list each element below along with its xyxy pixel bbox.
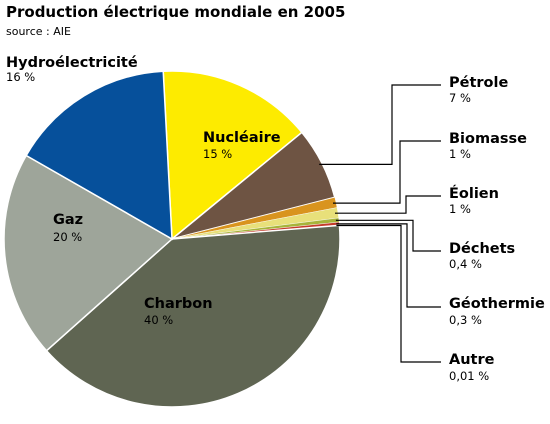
label-geothermie-name: Géothermie (449, 296, 545, 312)
slice-hydro (25, 70, 173, 241)
label-charbon-name: Charbon (144, 296, 213, 312)
leader-lines (319, 84, 441, 363)
label-dechets-value: 0,4 % (449, 257, 482, 271)
label-biomasse-value: 1 % (449, 147, 471, 161)
label-dechets-name: Déchets (449, 241, 515, 257)
label-hydro-name: Hydroélectricité (6, 55, 138, 71)
chart-subtitle: source : AIE (6, 25, 71, 38)
label-geothermie-value: 0,3 % (449, 313, 482, 327)
slice-nucleaire (162, 70, 303, 241)
leader-line-eolien (335, 195, 441, 214)
label-nucleaire-value: 15 % (203, 147, 232, 161)
slice-gaz (3, 154, 174, 352)
label-petrole-name: Pétrole (449, 75, 508, 91)
label-gaz-name: Gaz (53, 212, 83, 228)
label-hydro-value: 16 % (6, 70, 35, 84)
label-eolien-value: 1 % (449, 202, 471, 216)
chart-title: Production électrique mondiale en 2005 (6, 3, 345, 21)
label-autre-value: 0,01 % (449, 369, 489, 383)
leader-line-autre (336, 224, 441, 363)
pie-slices (3, 70, 341, 408)
label-gaz-value: 20 % (53, 230, 82, 244)
slice-charbon (45, 224, 341, 408)
label-eolien-name: Éolien (449, 185, 499, 202)
label-petrole-value: 7 % (449, 91, 471, 105)
label-nucleaire-name: Nucléaire (203, 130, 281, 146)
leader-line-biomasse (333, 140, 441, 204)
leader-line-geothermie (336, 223, 441, 308)
label-autre-name: Autre (449, 352, 495, 368)
leader-line-petrole (319, 84, 441, 165)
label-charbon-value: 40 % (144, 313, 173, 327)
label-biomasse-name: Biomasse (449, 131, 527, 147)
leader-line-dechets (335, 219, 441, 252)
